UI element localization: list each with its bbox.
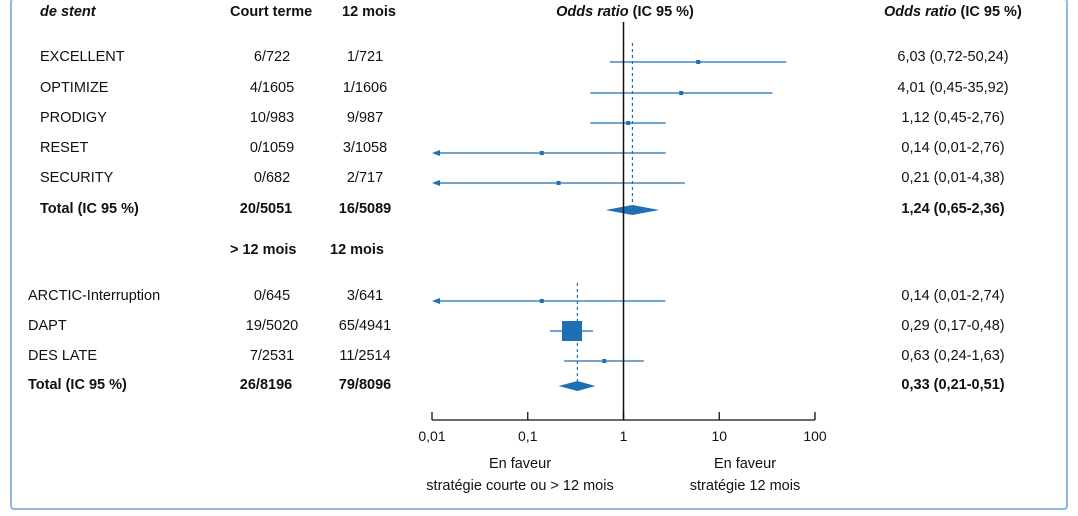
header-12-months: 12 mois: [342, 4, 396, 20]
events-right: 2/717: [346, 170, 384, 186]
or-value-label: 6,03 (0,72-50,24): [897, 49, 1009, 65]
events-right: 3/1058: [342, 140, 388, 156]
events-left: 0/1059: [249, 140, 295, 156]
total-or-label: 1,24 (0,65-2,36): [901, 201, 1005, 217]
events-left: 10/983: [249, 110, 295, 126]
events-left: 6/722: [253, 49, 291, 65]
study-name: SECURITY: [40, 170, 114, 186]
header-or-em: Odds ratio: [884, 4, 957, 20]
events-right: 11/2514: [339, 348, 391, 364]
events-left: 0/682: [253, 170, 291, 186]
events-right: 9/987: [346, 110, 384, 126]
study-name: DAPT: [28, 318, 67, 334]
events-right: 1/1606: [342, 80, 388, 96]
study-name: PRODIGY: [40, 110, 107, 126]
events-left: 19/5020: [245, 318, 299, 334]
figure-frame: [10, 0, 1068, 510]
header-forest-em: Odds ratio: [556, 4, 629, 20]
or-value-label: 0,21 (0,01-4,38): [901, 170, 1005, 186]
events-right: 3/641: [346, 288, 384, 304]
header-forest: Odds ratio (IC 95 %): [556, 3, 694, 21]
total-name: Total (IC 95 %): [40, 201, 139, 217]
or-value-label: 0,14 (0,01-2,74): [901, 288, 1005, 304]
group2-header-right: 12 mois: [330, 242, 384, 258]
total-events-left: 26/8196: [239, 377, 293, 393]
header-or-rest: (IC 95 %): [956, 4, 1022, 20]
header-or: Odds ratio (IC 95 %): [884, 3, 1022, 21]
events-left: 7/2531: [249, 348, 295, 364]
total-events-right: 79/8096: [338, 377, 392, 393]
events-right: 65/4941: [338, 318, 392, 334]
header-study-em: stent: [60, 4, 96, 20]
group2-header-left: > 12 mois: [230, 242, 297, 258]
events-right: 1/721: [346, 49, 384, 65]
or-value-label: 4,01 (0,45-35,92): [897, 80, 1009, 96]
header-study-prefix: de: [40, 4, 61, 20]
events-left: 4/1605: [249, 80, 295, 96]
events-left: 0/645: [253, 288, 291, 304]
total-events-right: 16/5089: [338, 201, 392, 217]
total-or-label: 0,33 (0,21-0,51): [901, 377, 1005, 393]
or-value-label: 0,63 (0,24-1,63): [901, 348, 1005, 364]
study-name: ARCTIC-Interruption: [28, 288, 161, 304]
or-value-label: 0,14 (0,01-2,76): [901, 140, 1005, 156]
total-name: Total (IC 95 %): [28, 377, 127, 393]
or-value-label: 0,29 (0,17-0,48): [901, 318, 1005, 334]
study-name: DES LATE: [28, 348, 98, 364]
study-name: RESET: [40, 140, 89, 156]
header-study: de stent: [40, 3, 96, 21]
study-name: OPTIMIZE: [40, 80, 109, 96]
total-events-left: 20/5051: [239, 201, 293, 217]
header-short-term: Court terme: [230, 4, 313, 20]
study-name: EXCELLENT: [40, 49, 125, 65]
or-value-label: 1,12 (0,45-2,76): [901, 110, 1005, 126]
header-forest-rest: (IC 95 %): [628, 4, 694, 20]
